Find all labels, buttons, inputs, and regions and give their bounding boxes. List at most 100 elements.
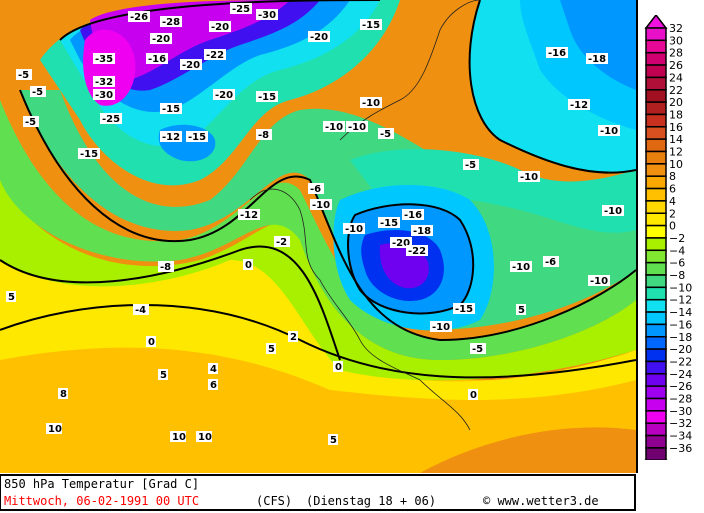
contour-label: 0	[148, 337, 155, 348]
copyright-link[interactable]: © www.wetter3.de	[483, 494, 599, 508]
contour-label: -15	[455, 304, 473, 315]
contour-label: -6	[310, 184, 321, 195]
contour-label: -16	[404, 210, 422, 221]
legend-swatch	[645, 385, 667, 400]
contour-label-bg	[568, 99, 590, 110]
contour-label-bg	[230, 3, 252, 14]
contour-label-bg	[516, 304, 526, 315]
contour-label: 10	[198, 432, 212, 443]
contour-label: 5	[8, 292, 15, 303]
contour-label-bg	[46, 423, 62, 434]
legend-label: 4	[669, 195, 676, 208]
contour-label: -22	[408, 246, 426, 257]
legend-label: −28	[669, 393, 692, 406]
legend-swatch	[645, 434, 667, 449]
contour-label-bg	[274, 236, 290, 247]
legend-label: −6	[669, 257, 685, 270]
contour-label: 5	[160, 370, 167, 381]
legend-label: 0	[669, 220, 676, 233]
contour-label-bg	[378, 217, 400, 228]
legend-label: −12	[669, 294, 692, 307]
contour-label-bg	[510, 261, 532, 272]
contour-label-bg	[343, 223, 365, 234]
contour-label-bg	[6, 291, 16, 302]
legend-label: 8	[669, 170, 676, 183]
legend-label: −18	[669, 331, 692, 344]
model-run: (Dienstag 18 + 06)	[306, 494, 437, 508]
contour-label-bg	[602, 205, 624, 216]
contour-label: -26	[130, 12, 148, 23]
contour-label-bg	[93, 53, 115, 64]
contour-label-bg	[406, 245, 428, 256]
contour-label: -12	[240, 210, 258, 221]
contour-label-bg	[310, 199, 332, 210]
legend-label: −14	[669, 306, 692, 319]
contour-label: -30	[258, 10, 276, 21]
contour-label: -10	[348, 122, 366, 133]
contour-label: 5	[268, 344, 275, 355]
contour-label: 2	[290, 332, 297, 343]
contour-label: -30	[95, 90, 113, 101]
contour-label: -5	[380, 129, 391, 140]
contour-label-bg	[360, 97, 382, 108]
contour-label: 8	[60, 389, 67, 400]
legend-label: 10	[669, 158, 683, 171]
contour-label-bg	[333, 361, 343, 372]
coastlines	[249, 0, 481, 431]
contour-label-bg	[288, 331, 298, 342]
legend-swatch	[645, 150, 667, 165]
contour-label: -10	[600, 126, 618, 137]
contour-label: -6	[545, 257, 556, 268]
legend-label: −16	[669, 318, 692, 331]
isotherm-lines	[0, 0, 636, 379]
model-name: (CFS)	[256, 494, 293, 508]
contour-label: -15	[188, 132, 206, 143]
contour-label: -15	[362, 20, 380, 31]
contour-label: -18	[588, 54, 606, 65]
legend-swatch	[645, 348, 667, 363]
legend-swatch	[645, 237, 667, 252]
contour-label: -10	[345, 224, 363, 235]
legend-swatch	[645, 64, 667, 79]
contour-label: -10	[432, 322, 450, 333]
legend-swatch	[645, 261, 667, 276]
legend-label: −26	[669, 380, 692, 393]
contour-label: 0	[470, 390, 477, 401]
contour-label-bg	[128, 11, 150, 22]
legend-swatch	[645, 200, 667, 214]
contour-label-bg	[78, 148, 100, 159]
legend-swatch	[645, 89, 667, 103]
contour-label: -12	[570, 100, 588, 111]
contour-label-bg	[160, 131, 182, 142]
legend-arrow-top	[644, 13, 668, 29]
contour-label-bg	[256, 9, 278, 20]
contour-label: -15	[162, 104, 180, 115]
contour-label-bg	[390, 237, 412, 248]
contour-label: -20	[392, 238, 410, 249]
contour-label-bg	[308, 183, 324, 194]
contour-label-bg	[470, 343, 486, 354]
contour-label: 5	[330, 435, 337, 446]
legend-swatch	[645, 311, 667, 326]
contour-label-bg	[23, 116, 39, 127]
contour-label-bg	[328, 434, 338, 445]
contour-label: -18	[413, 226, 431, 237]
contour-label: -5	[32, 87, 43, 98]
contour-label-bg	[453, 303, 475, 314]
contour-label-bg	[158, 261, 174, 272]
legend-swatch	[645, 212, 667, 227]
legend-label: 16	[669, 121, 683, 134]
contour-label-bg	[238, 209, 260, 220]
contour-label: -10	[512, 262, 530, 273]
legend-swatch	[645, 360, 667, 375]
contour-label: -5	[25, 117, 36, 128]
contour-label-bg	[463, 159, 479, 170]
contour-labels: -25-30-28-26-20 -15-35-32-30-25-5-5-5-15-…	[6, 3, 624, 446]
contour-label: -10	[604, 206, 622, 217]
legend-swatch	[645, 101, 667, 116]
contour-label-bg	[518, 171, 540, 182]
contour-label-bg	[158, 369, 168, 380]
contour-label: -32	[95, 77, 113, 88]
contour-label-bg	[186, 131, 208, 142]
legend-label: 2	[669, 207, 676, 220]
